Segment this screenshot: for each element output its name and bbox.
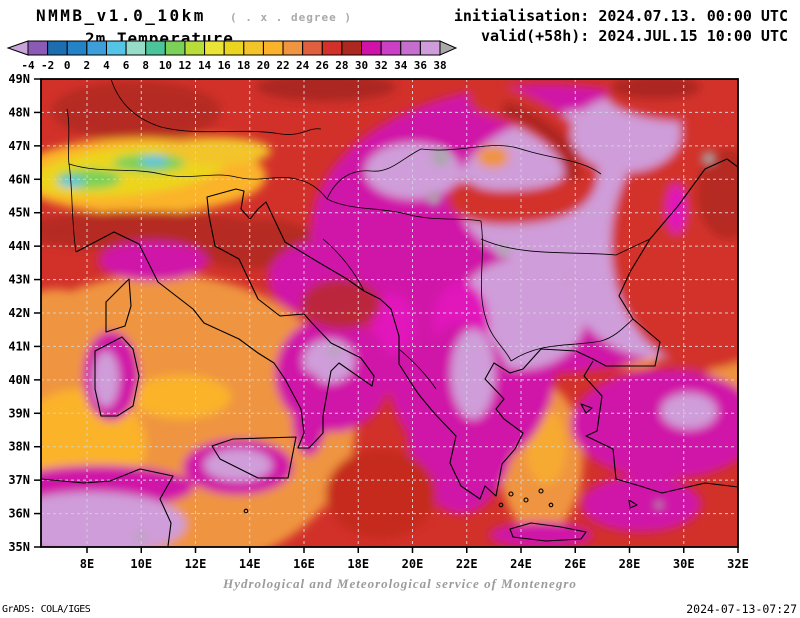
lat-tick-label: 41N [8,339,30,353]
colorbar-segment [380,40,402,56]
lon-tick-label: 32E [727,557,749,571]
colorbar-segment [204,40,225,56]
lon-tick-label: 12E [185,557,207,571]
colorbar-segment [400,40,421,56]
colorbar-segment [282,40,304,56]
colorbar-tick-label: 18 [237,59,250,72]
grads-credit: GrADS: COLA/IGES [2,604,91,615]
lat-tick-label: 45N [8,206,30,220]
axis-ticks [34,78,739,553]
colorbar-segment [66,40,88,56]
lat-tick-label: 42N [8,306,30,320]
lon-tick-label: 18E [347,557,369,571]
lat-tick-label: 38N [8,440,30,454]
map-frame [40,78,739,548]
colorbar-tick-label: 14 [198,59,212,72]
colorbar-tick-label: 38 [433,59,446,72]
lat-tick-label: 36N [8,507,30,521]
colorbar-segment [302,40,323,56]
lat-tick-label: 46N [8,172,30,186]
colorbar-segment [164,40,186,56]
colorbar-tick-label: 12 [178,59,191,72]
colorbar-segment [145,40,166,56]
colorbar-tick-label: -2 [41,59,54,72]
lat-tick-label: 35N [8,540,30,554]
colorbar-segment [341,40,363,56]
colorbar-tick-label: 32 [375,59,388,72]
lon-tick-label: 28E [619,557,641,571]
colorbar-tick-label: -4 [21,59,35,72]
creation-timestamp: 2024-07-13-07:27 [686,602,797,616]
colorbar-segment [223,40,245,56]
temperature-colorbar: -4 -2 0 2 4 6 8 10 12 14 16 18 20 22 24 26 28 30 32 34 36 38 [6,40,458,72]
colorbar-tick-label: 20 [257,59,270,72]
colorbar-segment [184,40,206,56]
colorbar-tick-label: 24 [296,59,310,72]
colorbar-tick-label: 10 [159,59,172,72]
colorbar-tick-label: 0 [64,59,71,72]
lat-tick-label: 40N [8,373,30,387]
lon-tick-label: 8E [80,557,94,571]
lat-tick-label: 48N [8,105,30,119]
lat-tick-label: 39N [8,406,30,420]
colorbar-tick-label: 22 [276,59,289,72]
colorbar-segment [419,40,441,56]
colorbar-segment [321,40,343,56]
colorbar-tick-label: 36 [414,59,428,72]
coastlines [41,158,738,547]
colorbar-tick-label: 28 [335,59,348,72]
colorbar-tick-label: 2 [84,59,91,72]
service-credit: Hydrological and Meteorological service … [223,576,577,591]
temperature-field [41,79,738,547]
lon-tick-label: 20E [402,557,424,571]
axis-labels: 8E 10E 12E 14E 16E 18E 20E 22E 24E 26E 28E 30E 32E 49… [8,72,749,571]
colorbar-segment [86,40,107,56]
colorbar-tick-label: 30 [355,59,368,72]
colorbar-arrow-left [6,40,29,56]
graticule [41,79,738,547]
colorbar-segment [361,40,382,56]
lat-tick-label: 37N [8,473,30,487]
colorbar-segment [47,40,68,56]
lon-tick-label: 16E [293,557,315,571]
lon-tick-label: 14E [239,557,261,571]
grid-resolution-note: ( . x . degree ) [230,11,352,24]
lon-tick-label: 26E [564,557,586,571]
extreme-heat-spots [137,148,716,541]
colorbar-segment [262,40,284,56]
country-borders [66,79,651,390]
colorbar-segment [125,40,147,56]
colorbar-arrow-right [439,40,458,56]
lat-tick-label: 49N [8,72,30,86]
lon-tick-label: 10E [130,557,152,571]
colorbar-segment [105,40,127,56]
colorbar-tick-label: 6 [123,59,130,72]
lon-tick-label: 24E [510,557,532,571]
colorbar-tick-label: 4 [103,59,110,72]
colorbar-segment [243,40,264,56]
temperature-map: 8E 10E 12E 14E 16E 18E 20E 22E 24E 26E 28E 30E 32E 49… [8,72,749,571]
initialisation-time: initialisation: 2024.07.13. 00:00 UTC [453,7,788,25]
model-title: NMMB_v1.0_10km [36,6,206,25]
lon-tick-label: 22E [456,557,478,571]
lat-tick-label: 44N [8,239,30,253]
colorbar-tick-label: 8 [142,59,149,72]
lon-tick-label: 30E [673,557,695,571]
colorbar-segment [27,40,49,56]
colorbar-tick-label: 34 [394,59,408,72]
lat-tick-label: 47N [8,139,30,153]
colorbar-tick-label: 26 [316,59,330,72]
lat-tick-label: 43N [8,273,30,287]
valid-time: valid(+58h): 2024.JUL.15 10:00 UTC [480,27,788,45]
colorbar-tick-label: 16 [218,59,232,72]
